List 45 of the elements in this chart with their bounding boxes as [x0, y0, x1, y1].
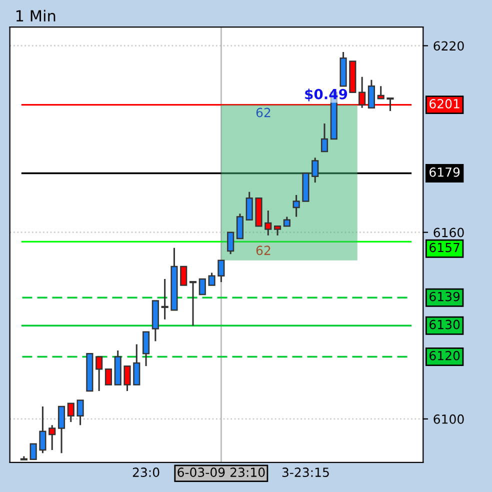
x-tick-label: 6-03-09 23:10 — [178, 468, 265, 478]
candlestick — [30, 443, 37, 460]
candlestick — [67, 402, 74, 423]
candlestick — [133, 344, 140, 386]
candlestick — [377, 85, 384, 100]
candlestick — [236, 212, 244, 240]
ref-line-label: 6157 — [430, 242, 460, 252]
ref-line-label: 6201 — [430, 98, 460, 108]
candlestick — [142, 331, 150, 367]
y-tick-label: 6220 — [434, 41, 464, 51]
candlestick — [283, 216, 290, 227]
candlestick — [76, 400, 84, 426]
chart-title: 1 Min — [16, 10, 56, 22]
candlestick — [39, 406, 46, 454]
candlestick — [292, 194, 300, 218]
ref-line-label: 6130 — [430, 320, 460, 330]
candlestick — [189, 281, 197, 326]
candlestick — [386, 98, 394, 112]
annotation: 62 — [256, 108, 270, 118]
candlestick — [161, 278, 168, 320]
ref-line-label: 6120 — [430, 350, 460, 360]
ref-line-label: 6179 — [430, 167, 460, 177]
candlestick — [246, 191, 253, 221]
x-tick-label: 3-23:15 — [282, 468, 329, 478]
candlestick — [320, 122, 328, 152]
annotation: $0.49 — [305, 88, 348, 102]
candlestick — [227, 232, 234, 255]
candlestick — [208, 272, 216, 286]
annotation: 62 — [256, 246, 270, 256]
candlestick — [312, 156, 319, 184]
candlestick — [58, 406, 66, 454]
x-tick-label: 23:0 — [132, 468, 160, 478]
candlestick — [274, 225, 282, 236]
candlestick — [218, 260, 225, 283]
candlestick — [96, 356, 103, 392]
candlestick — [124, 365, 131, 392]
candlestick — [264, 210, 272, 236]
ref-line-label: 6139 — [430, 292, 460, 302]
candlestick — [198, 278, 206, 296]
candlestick — [368, 79, 375, 109]
candlestick — [180, 266, 188, 286]
y-tick-label: 6100 — [434, 414, 464, 424]
candlestick — [48, 424, 56, 451]
y-tick-label: 6160 — [434, 228, 464, 238]
candlestick — [104, 368, 112, 386]
